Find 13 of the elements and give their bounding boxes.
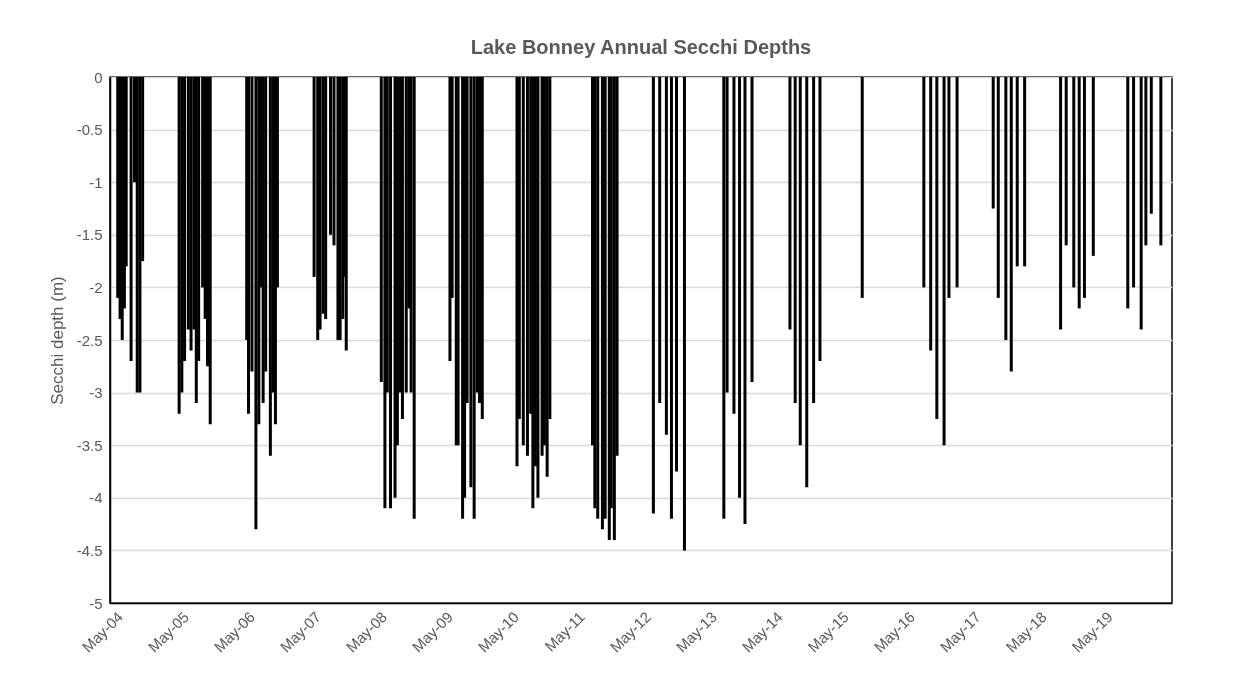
y-tick-label: -2.5 (76, 331, 103, 349)
y-axis-title: Secchi depth (m) (47, 276, 67, 405)
y-tick-label: -3 (89, 384, 103, 402)
y-tick-label: -4.5 (76, 541, 103, 559)
chart-title: Lake Bonney Annual Secchi Depths (470, 36, 812, 58)
y-tick-label: -3.5 (76, 436, 103, 454)
y-tick-label: 0 (94, 68, 103, 86)
y-tick-label: -1.5 (76, 226, 103, 244)
y-tick-label: -0.5 (76, 121, 103, 139)
y-tick-label: -2 (89, 278, 103, 296)
y-tick-label: -1 (89, 173, 103, 191)
y-tick-label: -4 (89, 489, 103, 507)
y-tick-label: -5 (89, 594, 103, 612)
